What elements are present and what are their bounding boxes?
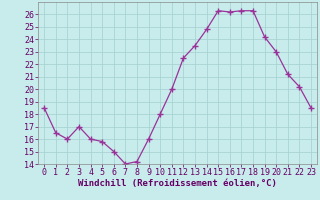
X-axis label: Windchill (Refroidissement éolien,°C): Windchill (Refroidissement éolien,°C) <box>78 179 277 188</box>
